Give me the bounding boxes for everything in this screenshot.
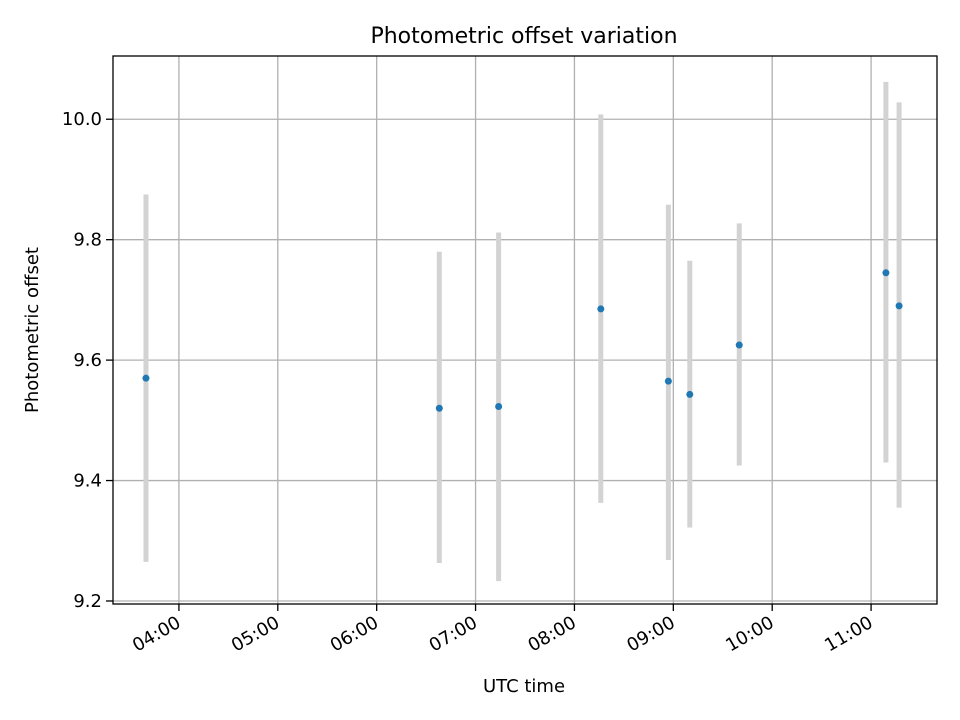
x-tick-label: 08:00 — [525, 612, 580, 656]
data-points — [142, 269, 903, 412]
y-tick-label: 9.4 — [73, 471, 102, 492]
error-bars — [143, 81, 902, 582]
data-point — [597, 305, 605, 313]
data-point — [142, 374, 150, 382]
data-point — [435, 404, 443, 412]
y-axis-ticks: 9.2 9.4 9.6 9.8 10.0 — [62, 109, 113, 612]
x-axis-label: UTC time — [483, 676, 565, 697]
y-tick-label: 10.0 — [62, 109, 102, 130]
plot-frame — [112, 55, 938, 605]
x-tick-label: 07:00 — [426, 612, 481, 656]
x-tick-label: 11:00 — [821, 612, 876, 656]
data-point — [882, 269, 890, 277]
chart-title: Photometric offset variation — [370, 24, 677, 49]
x-tick-label: 09:00 — [623, 612, 678, 656]
data-point — [664, 377, 672, 385]
x-tick-label: 06:00 — [327, 612, 382, 656]
data-point — [495, 402, 503, 410]
data-point — [895, 302, 903, 310]
x-tick-label: 05:00 — [228, 612, 283, 656]
x-tick-label: 10:00 — [722, 612, 777, 656]
data-point — [686, 390, 694, 398]
data-point — [735, 341, 743, 349]
y-tick-label: 9.2 — [73, 591, 102, 612]
x-tick-label: 04:00 — [129, 612, 184, 656]
y-tick-label: 9.8 — [73, 230, 102, 251]
y-tick-label: 9.6 — [73, 350, 102, 371]
y-axis-label: Photometric offset — [22, 247, 43, 413]
x-axis-ticks: 04:00 05:00 06:00 07:00 08:00 09:00 10:00 11:00 — [129, 604, 877, 656]
grid-lines — [113, 56, 937, 604]
